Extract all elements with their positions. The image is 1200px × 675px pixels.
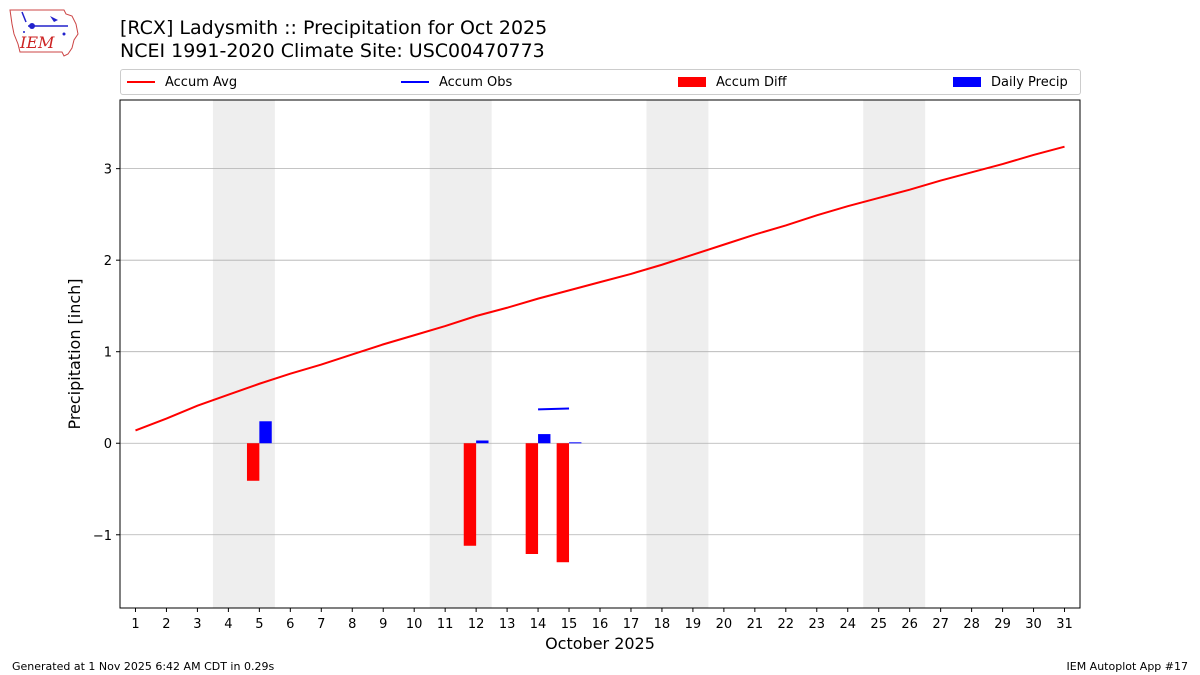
y-tick-label: 1 [104, 346, 112, 361]
legend-item-accum-avg: Accum Avg [127, 70, 237, 94]
accum-diff-bar [463, 443, 477, 546]
x-tick-label: 21 [747, 617, 764, 632]
legend-item-accum-obs: Accum Obs [401, 70, 512, 94]
legend: Accum Avg Accum Obs Accum Diff Daily Pre… [120, 69, 1081, 95]
daily-precip-bar [476, 440, 489, 444]
x-tick-label: 25 [870, 617, 887, 632]
x-tick-label: 14 [530, 617, 547, 632]
x-tick-label: 15 [561, 617, 578, 632]
x-tick-label: 23 [809, 617, 826, 632]
weekend-band [863, 100, 926, 608]
accum-avg-line [135, 145, 1065, 432]
x-tick-label: 29 [994, 617, 1011, 632]
x-tick-label: 9 [379, 617, 387, 632]
app-note: IEM Autoplot App #17 [1066, 660, 1189, 673]
logo-text: IEM [19, 33, 55, 52]
y-tick-label: 3 [104, 163, 112, 178]
legend-label-accum-avg: Accum Avg [165, 74, 238, 90]
x-tick-label: 31 [1056, 617, 1073, 632]
y-tick-label: 0 [104, 437, 112, 452]
iem-logo: IEM [9, 9, 79, 57]
x-tick-label: 8 [348, 617, 356, 632]
x-tick-label: 6 [286, 617, 294, 632]
accum-diff-bar [246, 443, 260, 481]
legend-swatch-accum-diff [678, 77, 706, 87]
generated-note: Generated at 1 Nov 2025 6:42 AM CDT in 0… [12, 660, 275, 673]
x-tick-label: 1 [131, 617, 139, 632]
y-tick-label: −1 [93, 529, 112, 544]
legend-label-accum-diff: Accum Diff [716, 74, 787, 90]
legend-item-daily-precip: Daily Precip [953, 70, 1068, 94]
x-tick-label: 12 [468, 617, 485, 632]
legend-swatch-accum-obs [401, 81, 429, 83]
x-tick-label: 7 [317, 617, 325, 632]
weekend-band [212, 100, 275, 608]
legend-swatch-daily-precip [953, 77, 981, 87]
x-tick-label: 13 [499, 617, 516, 632]
daily-precip-bar [569, 442, 582, 444]
x-tick-label: 18 [654, 617, 671, 632]
x-tick-label: 3 [193, 617, 201, 632]
accum-diff-bar [556, 443, 570, 563]
x-tick-label: 26 [901, 617, 918, 632]
legend-swatch-accum-avg [127, 81, 155, 83]
daily-precip-bar [259, 421, 272, 444]
x-tick-label: 2 [162, 617, 170, 632]
legend-label-daily-precip: Daily Precip [991, 74, 1068, 90]
x-tick-label: 24 [839, 617, 856, 632]
x-tick-label: 10 [406, 617, 423, 632]
weekend-band [429, 100, 492, 608]
x-tick-label: 30 [1025, 617, 1042, 632]
chart-title: [RCX] Ladysmith :: Precipitation for Oct… [120, 17, 548, 39]
x-tick-label: 17 [623, 617, 640, 632]
x-tick-label: 28 [963, 617, 980, 632]
x-tick-label: 20 [716, 617, 733, 632]
legend-item-accum-diff: Accum Diff [678, 70, 787, 94]
legend-label-accum-obs: Accum Obs [439, 74, 513, 90]
weekend-band [646, 100, 709, 608]
daily-precip-bar [538, 434, 551, 444]
y-tick-label: 2 [104, 254, 112, 269]
accum-obs-line [538, 407, 570, 411]
accum-diff-bar [525, 443, 539, 554]
x-tick-label: 22 [778, 617, 795, 632]
x-tick-label: 5 [255, 617, 263, 632]
x-tick-label: 16 [592, 617, 609, 632]
x-tick-label: 19 [685, 617, 702, 632]
x-tick-label: 27 [932, 617, 949, 632]
chart-subtitle: NCEI 1991-2020 Climate Site: USC00470773 [120, 40, 545, 62]
x-axis-label: October 2025 [545, 634, 655, 653]
x-tick-label: 4 [224, 617, 232, 632]
x-tick-label: 11 [437, 617, 454, 632]
y-axis-label: Precipitation [inch] [65, 278, 84, 429]
